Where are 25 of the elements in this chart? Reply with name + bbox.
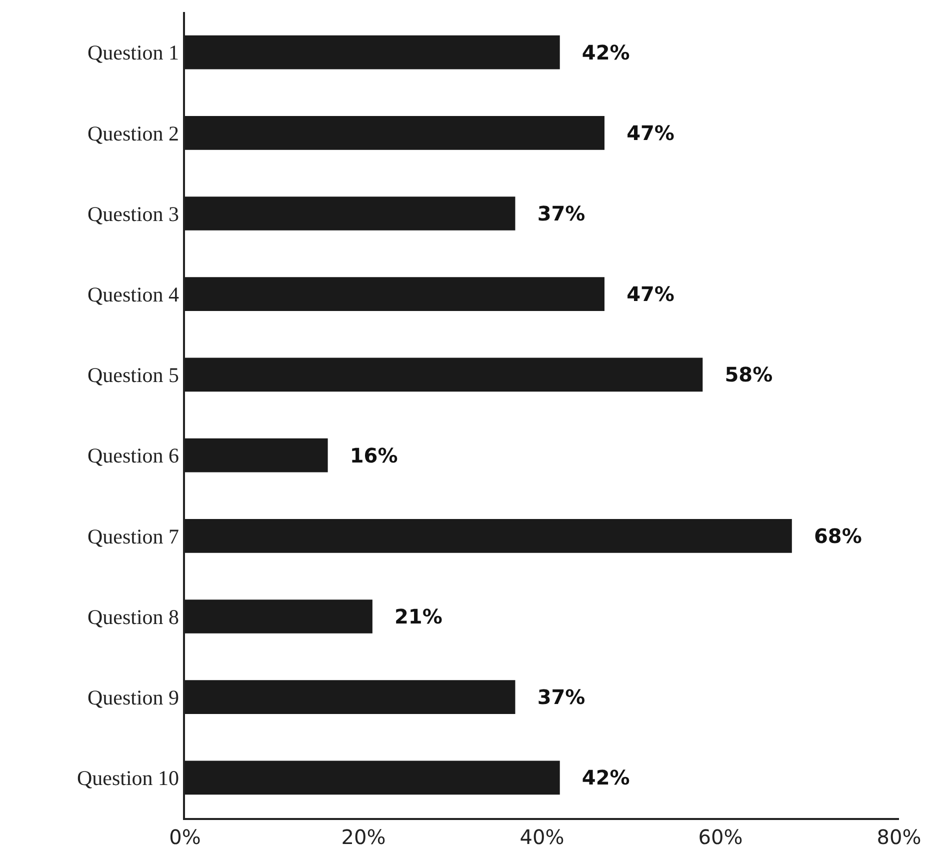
- data-label: 68%: [814, 524, 862, 548]
- y-tick-label: Question 1: [87, 40, 180, 65]
- data-label: 42%: [582, 40, 630, 64]
- data-label: 47%: [626, 120, 674, 145]
- y-tick-label: Question 3: [87, 202, 180, 226]
- x-tick-label: 40%: [520, 824, 564, 849]
- y-tick-label: Question 6: [87, 444, 180, 468]
- data-label: 37%: [537, 685, 586, 710]
- x-tick-label: 0%: [169, 824, 201, 849]
- data-label: 21%: [394, 604, 442, 628]
- y-tick-label: Question 4: [87, 282, 180, 306]
- data-label: 42%: [582, 766, 630, 790]
- y-tick-label: Question 7: [87, 524, 180, 548]
- data-label: 58%: [724, 362, 773, 387]
- x-tick-label: 80%: [876, 824, 922, 849]
- x-tick-label: 60%: [698, 824, 743, 849]
- data-label: 37%: [537, 202, 586, 226]
- data-label: 47%: [626, 282, 674, 306]
- x-tick-label: 20%: [341, 824, 386, 849]
- y-tick-label: Question 10: [76, 766, 180, 790]
- y-tick-label: Question 2: [87, 121, 180, 146]
- y-tick-label: Question 8: [87, 604, 180, 629]
- y-tick-label: Question 9: [87, 685, 180, 710]
- data-label: 16%: [350, 443, 398, 468]
- y-tick-label: Question 5: [87, 363, 180, 388]
